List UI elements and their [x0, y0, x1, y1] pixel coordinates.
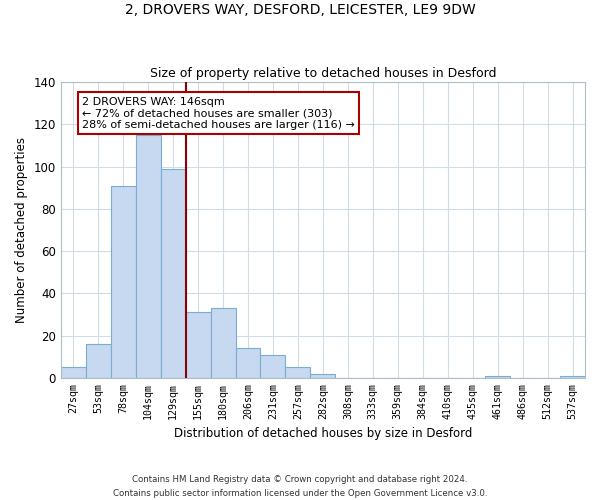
Bar	[485, 376, 510, 378]
Bar	[61, 367, 86, 378]
Text: 2, DROVERS WAY, DESFORD, LEICESTER, LE9 9DW: 2, DROVERS WAY, DESFORD, LEICESTER, LE9 …	[125, 2, 475, 16]
Text: 2 DROVERS WAY: 146sqm
← 72% of detached houses are smaller (303)
28% of semi-det: 2 DROVERS WAY: 146sqm ← 72% of detached …	[82, 97, 355, 130]
Bar	[310, 374, 335, 378]
Title: Size of property relative to detached houses in Desford: Size of property relative to detached ho…	[149, 66, 496, 80]
X-axis label: Distribution of detached houses by size in Desford: Distribution of detached houses by size …	[174, 427, 472, 440]
Bar	[286, 367, 310, 378]
Bar	[111, 186, 136, 378]
Bar	[185, 312, 211, 378]
Text: Contains HM Land Registry data © Crown copyright and database right 2024.
Contai: Contains HM Land Registry data © Crown c…	[113, 476, 487, 498]
Bar	[236, 348, 260, 378]
Y-axis label: Number of detached properties: Number of detached properties	[15, 137, 28, 323]
Bar	[211, 308, 236, 378]
Bar	[560, 376, 585, 378]
Bar	[136, 135, 161, 378]
Bar	[161, 168, 185, 378]
Bar	[86, 344, 111, 378]
Bar	[260, 354, 286, 378]
